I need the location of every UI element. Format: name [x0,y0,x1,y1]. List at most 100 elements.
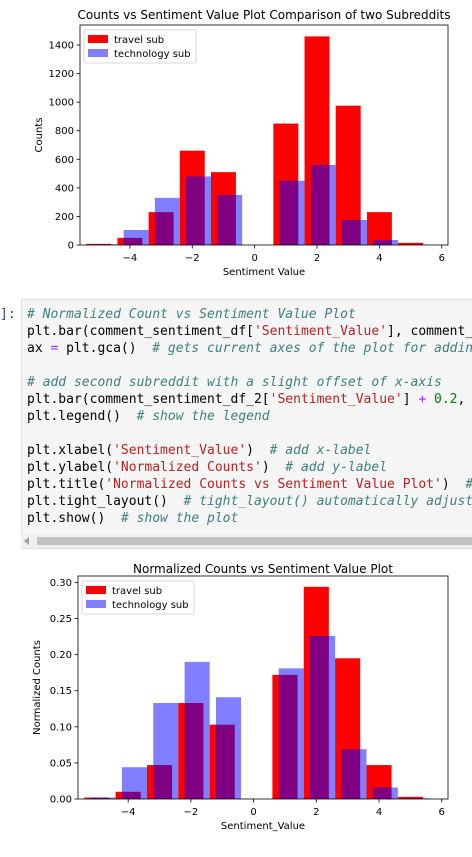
code-line: plt.ylabel('Normalized Counts') # add y-… [27,459,472,476]
legend-swatch [88,49,108,57]
code-token: # tight_layout() automatically adjusts [184,494,472,509]
code-line: plt.bar(comment_sentiment_df_2['Sentimen… [27,391,472,408]
legend-label: travel sub [114,35,164,46]
code-token: plt.ylabel( [27,460,113,475]
code-token: 'Normalized Counts' [113,460,262,475]
x-tick-label: −4 [123,253,138,264]
bar [280,181,305,245]
code-token: , c [458,392,472,407]
bar [185,662,210,799]
code-line: plt.legend() # show the legend [27,408,472,425]
y-axis-label: Normalized Counts [32,640,43,735]
cell-prompt: ]: [0,307,14,322]
code-token: # add y-label [285,460,387,475]
code-line: ax = plt.gca() # gets current axes of th… [27,340,472,357]
y-tick-label: 0.30 [50,578,72,589]
code-line [27,357,472,374]
y-tick-label: 800 [55,126,74,137]
code-token: 'Sentiment_Value' [113,443,246,458]
bar [342,220,367,245]
output-figure-normalized: Normalized Counts vs Sentiment Value Plo… [0,555,472,853]
code-token: plt.title( [27,477,105,492]
code-text: # Normalized Count vs Sentiment Value Pl… [22,300,472,527]
y-tick-label: 200 [55,212,74,223]
code-token: plt.xlabel( [27,443,113,458]
code-token: plt.tight_layout() [27,494,184,509]
y-tick-label: 0.00 [50,795,72,806]
code-line [27,425,472,442]
x-tick-label: 0 [250,807,256,818]
code-token: 'Sentiment_Value' [254,324,387,339]
y-tick-label: 0.05 [50,758,72,769]
x-tick-label: 2 [313,807,319,818]
x-tick-label: −2 [184,807,199,818]
code-token: plt.gca() [58,341,152,356]
legend-label: travel sub [112,586,162,597]
horizontal-scrollbar[interactable] [21,534,472,548]
code-token: # show the plot [121,511,238,526]
y-tick-label: 600 [55,155,74,166]
x-tick-label: 0 [251,253,257,264]
normalized-chart: Normalized Counts vs Sentiment Value Plo… [0,555,472,853]
code-line: plt.title('Normalized Counts vs Sentimen… [27,476,472,493]
series-travel-sub [84,587,423,799]
code-cell: ]: # Normalized Count vs Sentiment Value… [0,299,472,551]
y-tick-label: 0.10 [50,722,72,733]
legend-label: technology sub [112,600,189,611]
bar [279,668,304,799]
x-tick-label: 4 [376,253,382,264]
y-tick-label: 0.25 [50,614,72,625]
bar [153,703,178,799]
code-token: # add second subreddit with a slight off… [27,375,442,390]
code-token [426,392,434,407]
bar [155,198,180,245]
legend-swatch [88,35,108,43]
counts-chart: Counts vs Sentiment Value Plot Compariso… [0,0,472,285]
x-tick-label: 6 [439,807,445,818]
code-line: plt.bar(comment_sentiment_df['Sentiment_… [27,323,472,340]
legend-swatch [86,600,106,608]
legend: travel sub technology sub [84,30,196,63]
code-token: # Normalized Count vs Sentiment Value Pl… [27,307,356,322]
output-figure-counts: Counts vs Sentiment Value Plot Compariso… [0,0,472,285]
y-tick-label: 0.20 [50,650,72,661]
code-editor[interactable]: # Normalized Count vs Sentiment Value Pl… [21,299,472,549]
code-token: plt.bar(comment_sentiment_df_2[ [27,392,270,407]
chart-title: Counts vs Sentiment Value Plot Compariso… [77,8,450,22]
scroll-left-arrow-icon[interactable] [24,537,29,545]
y-tick-label: 1000 [49,98,74,109]
code-token: ] [403,392,419,407]
scrollbar-thumb[interactable] [37,537,472,545]
code-token: 'Sentiment_Value' [270,392,403,407]
code-token: ) [246,443,269,458]
x-tick-label: −4 [121,807,136,818]
bar [373,240,398,245]
y-tick-label: 1400 [49,41,74,52]
y-tick-label: 1200 [49,69,74,80]
x-axis-label: Sentiment_Value [221,821,305,832]
bar [217,195,242,245]
code-token: plt.legend() [27,409,137,424]
bar [124,230,149,245]
bar [310,636,335,799]
bar [373,787,398,799]
series-travel-sub [86,36,423,245]
code-token: 0.2 [434,392,457,407]
code-token: ax [27,341,50,356]
code-line: # Normalized Count vs Sentiment Value Pl… [27,306,472,323]
x-tick-label: 6 [439,253,445,264]
code-token: # gets current axes of the plot for addi… [152,341,472,356]
y-tick-label: 0 [68,241,74,252]
code-line: plt.show() # show the plot [27,510,472,527]
code-line: plt.xlabel('Sentiment_Value') # add x-la… [27,442,472,459]
code-token: plt.bar(comment_sentiment_df[ [27,324,254,339]
y-tick-label: 400 [55,183,74,194]
code-token: 'Normalized Counts vs Sentiment Value Pl… [105,477,442,492]
y-tick-label: 0.15 [50,686,72,697]
x-tick-label: 4 [376,807,382,818]
code-token: # add x-label [270,443,372,458]
legend-label: technology sub [114,49,191,60]
y-axis-label: Counts [34,118,45,153]
code-line: # add second subreddit with a slight off… [27,374,472,391]
code-token: # show the legend [137,409,270,424]
